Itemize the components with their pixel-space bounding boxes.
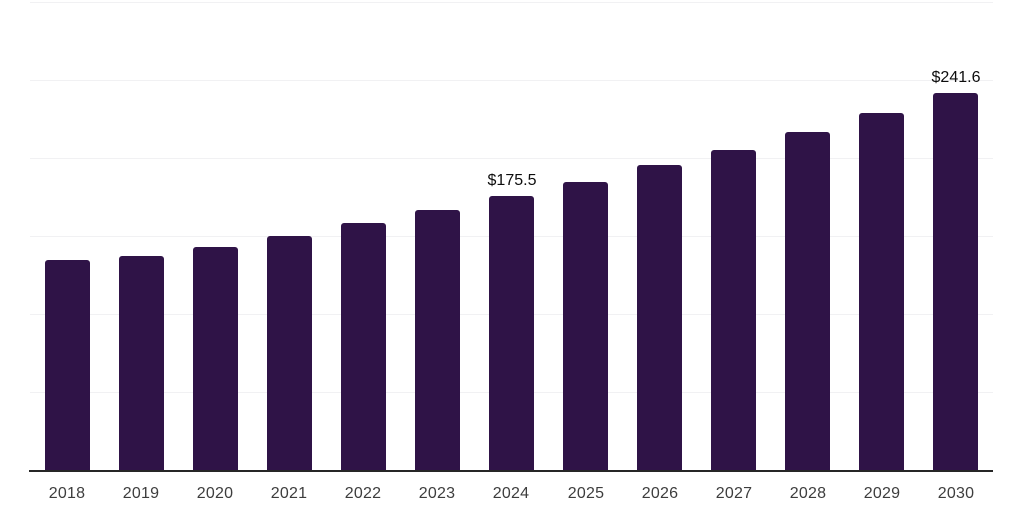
- value-label-2030: $241.6: [931, 69, 981, 86]
- x-tick-2026: 2026: [641, 485, 679, 502]
- bar-2023: [415, 210, 460, 470]
- x-tick-2018: 2018: [48, 485, 86, 502]
- x-tick-2027: 2027: [715, 485, 753, 502]
- x-tick-2029: 2029: [863, 485, 901, 502]
- x-tick-2028: 2028: [789, 485, 827, 502]
- bar-2025: [563, 182, 608, 470]
- plot-area: $175.5 $241.6: [30, 0, 993, 470]
- x-axis-line: [29, 470, 993, 472]
- gridline-250: [30, 80, 993, 81]
- x-tick-2024: 2024: [492, 485, 530, 502]
- gridline-200: [30, 158, 993, 159]
- bar-2024: [489, 196, 534, 470]
- x-tick-2023: 2023: [418, 485, 456, 502]
- x-tick-2019: 2019: [122, 485, 160, 502]
- x-tick-2025: 2025: [567, 485, 605, 502]
- bar-2021: [267, 236, 312, 470]
- x-tick-2030: 2030: [937, 485, 975, 502]
- x-axis-ticks: 2018 2019 2020 2021 2022 2023 2024 2025 2026 2027…: [30, 484, 993, 506]
- bar-2020: [193, 247, 238, 470]
- x-tick-2020: 2020: [196, 485, 234, 502]
- bar-2019: [119, 256, 164, 470]
- bar-2028: [785, 132, 830, 470]
- bar-2018: [45, 260, 90, 470]
- bar-2026: [637, 165, 682, 470]
- bar-2027: [711, 150, 756, 470]
- gridline-300: [30, 2, 993, 3]
- x-tick-2021: 2021: [270, 485, 308, 502]
- bar-2029: [859, 113, 904, 470]
- value-label-2024: $175.5: [487, 172, 537, 189]
- bar-2022: [341, 223, 386, 470]
- bar-2030: [933, 93, 978, 470]
- x-tick-2022: 2022: [344, 485, 382, 502]
